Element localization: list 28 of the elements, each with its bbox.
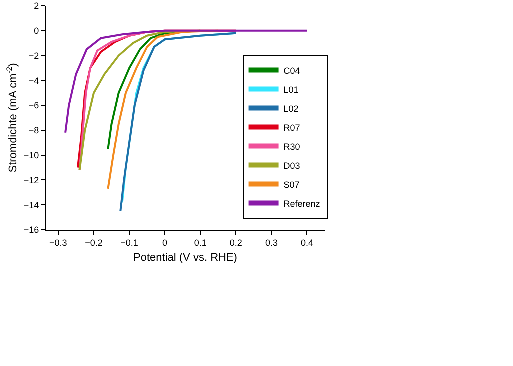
line-series bbox=[64, 30, 308, 134]
legend-label: D03 bbox=[284, 160, 300, 171]
y-tick-label: −12 bbox=[24, 175, 40, 186]
legend-label: R30 bbox=[284, 142, 300, 152]
x-axis-title: Potential (V vs. RHE) bbox=[134, 252, 238, 264]
legend-label: R07 bbox=[284, 122, 300, 133]
legend-label: Referenz bbox=[284, 198, 321, 209]
y-tick-label: −14 bbox=[24, 200, 40, 210]
y-tick-label: 2 bbox=[34, 1, 40, 12]
y-tick-label: −8 bbox=[28, 126, 40, 136]
x-tick-label: 0.4 bbox=[300, 238, 314, 248]
legend-label: S07 bbox=[284, 180, 300, 190]
x-tick-label: 0.1 bbox=[194, 238, 207, 248]
y-tick-label: −6 bbox=[28, 100, 40, 111]
legend-label: C04 bbox=[284, 66, 300, 76]
y-tick-label: −4 bbox=[28, 76, 40, 86]
y-tick-label: −10 bbox=[24, 150, 40, 160]
legend-label: L01 bbox=[284, 84, 299, 95]
y-tick-label: 0 bbox=[34, 26, 40, 36]
x-tick-label: 0.2 bbox=[230, 238, 242, 248]
x-tick-label: 0.3 bbox=[265, 238, 278, 248]
y-tick-label: −16 bbox=[24, 225, 40, 236]
x-tick-label: −0.3 bbox=[50, 238, 68, 248]
y-tick-label: −2 bbox=[28, 50, 40, 61]
x-tick-label: −0.2 bbox=[85, 238, 103, 248]
x-tick-label: 0 bbox=[162, 238, 168, 248]
legend-label: L02 bbox=[284, 104, 299, 114]
x-tick-label: −0.1 bbox=[120, 238, 138, 248]
